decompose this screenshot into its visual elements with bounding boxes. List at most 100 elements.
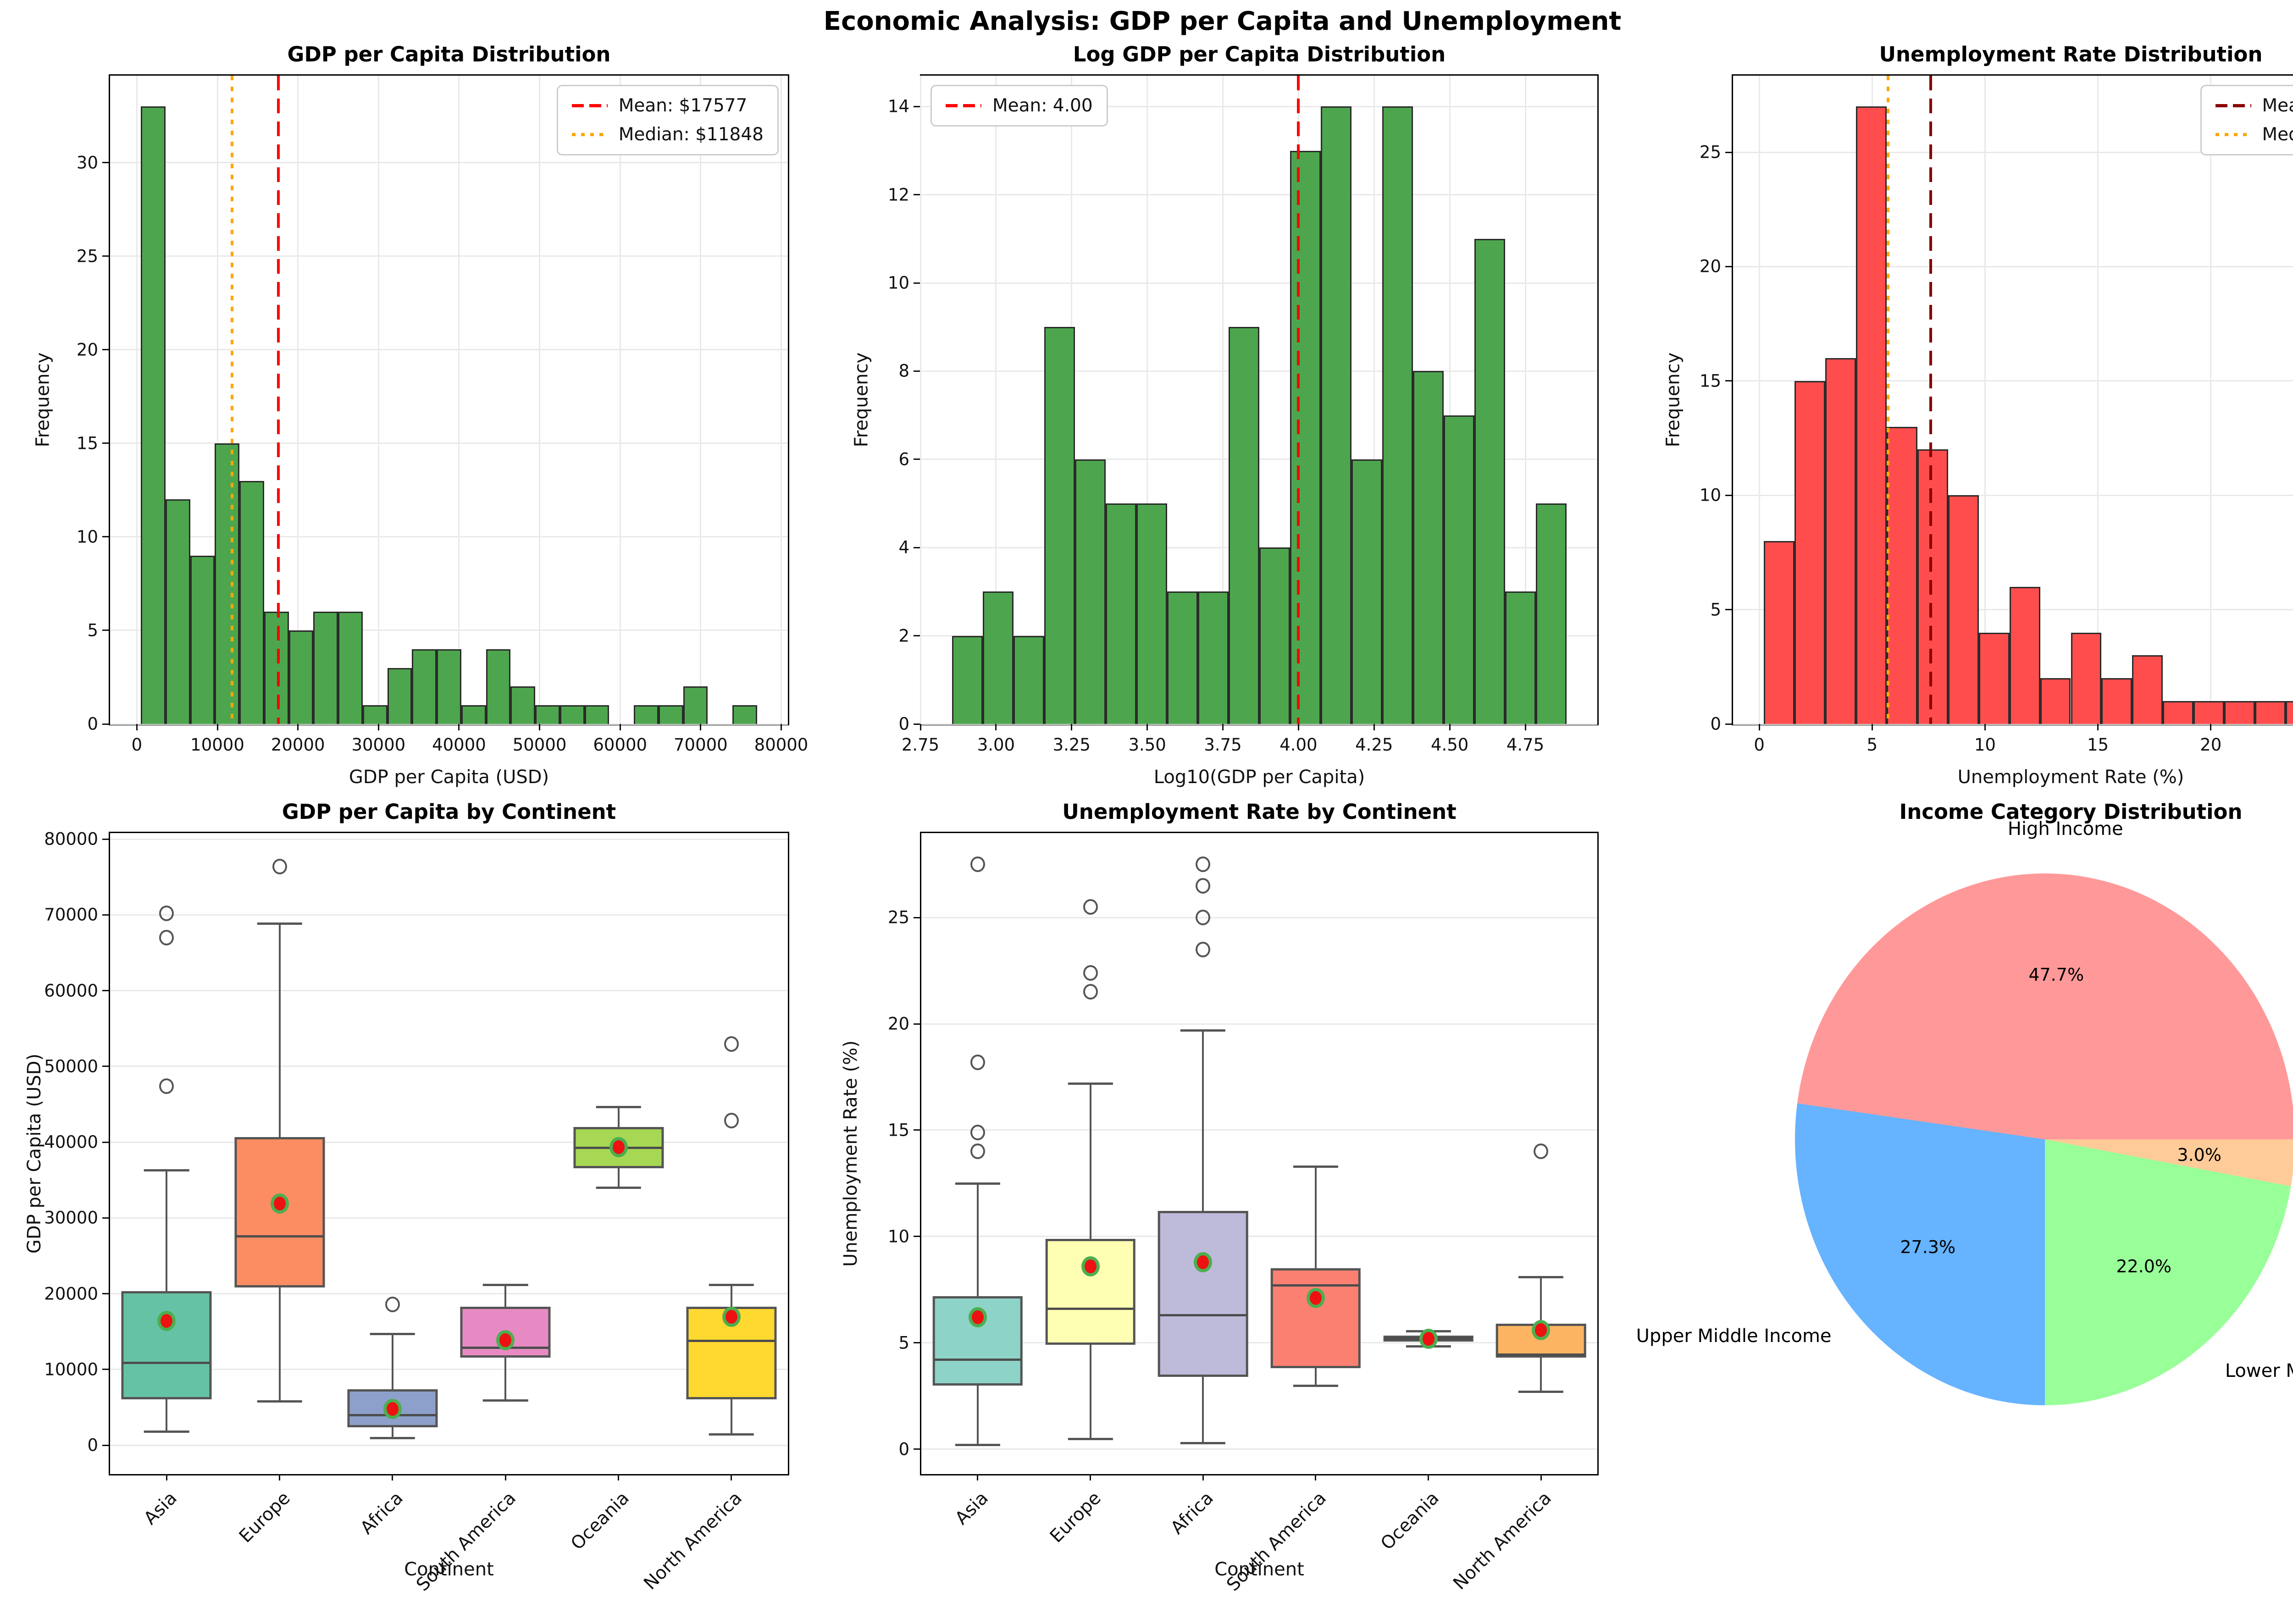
category-label-africa: Africa [1167, 1488, 1218, 1539]
histogram-bar [634, 705, 659, 724]
x-tick [166, 1474, 167, 1480]
gridline [136, 76, 138, 724]
y-tick-label: 2 [898, 626, 909, 646]
legend: Mean: $17577 Median: $11848 [556, 85, 779, 155]
histogram-bar [288, 630, 314, 724]
y-tick [102, 1369, 109, 1370]
x-tick [731, 1474, 732, 1480]
y-tick-label: 30000 [44, 1208, 98, 1228]
outlier-marker [159, 1078, 174, 1094]
y-tick [102, 630, 109, 631]
gridline [921, 547, 1597, 548]
y-tick [1725, 723, 1732, 725]
whisker-upper [617, 1107, 620, 1127]
x-tick [504, 1474, 506, 1480]
y-tick-label: 4 [898, 537, 909, 558]
x-tick [781, 724, 782, 730]
gridline [110, 1066, 788, 1067]
figure-title: Economic Analysis: GDP per Capita and Un… [823, 6, 1622, 36]
legend-item: Median: 5.7% [2215, 124, 2293, 145]
gridline [110, 838, 788, 840]
x-tick-label: 10000 [190, 735, 244, 755]
subplot-title: Income Category Distribution [1899, 800, 2243, 824]
histogram-bar [1917, 449, 1948, 724]
y-tick [1725, 494, 1732, 496]
whisker-cap-lower [257, 1400, 302, 1403]
legend: Mean: 7.6% Median: 5.7% [2200, 85, 2293, 155]
median-line [1497, 1353, 1585, 1356]
x-tick-label: 30000 [351, 735, 406, 755]
x-tick [2097, 724, 2099, 730]
histogram-bar [1044, 327, 1075, 724]
median-line [1886, 76, 1889, 724]
whisker-cap-lower [955, 1444, 1000, 1447]
whisker-cap-lower [1180, 1442, 1226, 1444]
histogram-bar [584, 705, 609, 724]
y-tick [102, 536, 109, 538]
gridline [921, 194, 1597, 196]
gridline [110, 162, 788, 164]
gridline [700, 76, 702, 724]
y-tick [914, 1448, 920, 1450]
histogram-bar [732, 705, 757, 724]
histogram-bar [1794, 381, 1825, 724]
gridline [110, 723, 788, 725]
outlier-marker [970, 856, 985, 873]
whisker-lower [1089, 1345, 1091, 1439]
gridline [921, 917, 1597, 918]
gridline [1733, 723, 2293, 725]
outlier-marker [970, 1143, 985, 1160]
median-line-sample [2215, 133, 2251, 136]
outlier-marker [1196, 878, 1211, 894]
x-axis-label: Unemployment Rate (%) [1957, 767, 2184, 788]
x-axis-label: Continent [404, 1559, 494, 1580]
whisker-lower [504, 1358, 507, 1400]
gridline [458, 76, 460, 724]
histogram-bar [2132, 655, 2163, 724]
x-tick-label: 2.75 [901, 735, 940, 755]
legend-label: Mean: $17577 [618, 95, 748, 116]
mean-marker [157, 1311, 176, 1331]
x-tick-label: 60000 [593, 735, 648, 755]
y-tick [914, 1342, 920, 1344]
slice-percent-low-income: 3.0% [2177, 1144, 2221, 1165]
y-tick [102, 442, 109, 444]
subplot-title: GDP per Capita by Continent [282, 800, 616, 824]
median-line [1272, 1284, 1360, 1287]
x-tick-label: 0 [131, 735, 143, 755]
x-axis-label: Continent [1214, 1559, 1304, 1580]
whisker-cap-upper [257, 922, 302, 925]
y-tick-label: 8 [898, 361, 909, 381]
median-line [1159, 1314, 1247, 1316]
legend-item: Mean: $17577 [571, 95, 764, 116]
histogram-bar [1106, 503, 1137, 724]
gridline [2097, 76, 2099, 724]
x-tick [1428, 1474, 1429, 1480]
histogram-bar [239, 481, 264, 724]
x-tick [1222, 724, 1224, 730]
x-tick [1373, 724, 1375, 730]
mean-line-sample [946, 104, 981, 107]
histogram-bar [313, 612, 338, 724]
x-tick-label: 4.75 [1506, 735, 1545, 755]
gridline [1733, 151, 2293, 153]
histogram-bar [658, 705, 683, 724]
y-tick [914, 370, 920, 372]
y-tick-label: 20 [887, 1014, 909, 1034]
whisker-cap-lower [596, 1187, 641, 1189]
mean-marker [1532, 1320, 1551, 1340]
plot-area-gdp-boxplot: 0 10000 20000 30000 40000 50000 60000 70000 8000… [44, 829, 789, 1595]
y-tick-label: 5 [898, 1333, 909, 1353]
y-tick [1725, 380, 1732, 382]
gridline [919, 76, 921, 724]
whisker-cap-lower [144, 1430, 189, 1433]
mean-marker [968, 1307, 987, 1328]
y-tick-label: 14 [887, 96, 909, 116]
histogram-bar [2009, 586, 2040, 724]
whisker-cap-upper [482, 1283, 528, 1286]
x-tick-label: 0 [1754, 735, 1765, 755]
y-tick [914, 547, 920, 548]
histogram-bar [1948, 495, 1979, 724]
y-tick-label: 20 [1699, 256, 1721, 276]
y-tick-label: 12 [887, 185, 909, 205]
